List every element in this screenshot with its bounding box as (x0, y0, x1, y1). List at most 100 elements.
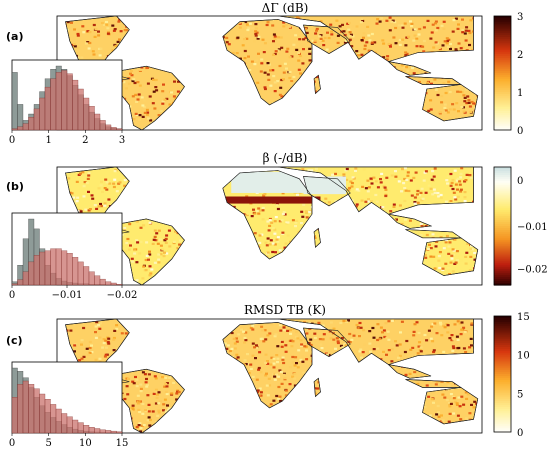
colorbar-segment (494, 416, 511, 420)
colorbar-segment (494, 103, 511, 106)
colorbar-segment (494, 21, 511, 25)
colorbar-segment (494, 200, 511, 203)
colorbar-segment (494, 29, 511, 32)
hist-bar-red (99, 278, 106, 286)
colorbar-segment (494, 27, 511, 30)
colorbar-frame (493, 315, 512, 433)
colorbar-segment (494, 188, 511, 192)
hist-bar-red (83, 425, 90, 434)
colorbar-segment (494, 44, 511, 47)
hist-bar-red (33, 108, 40, 131)
border-africa (222, 322, 313, 409)
inset-tick-label: 15 (116, 438, 129, 449)
colorbar-segment (494, 52, 511, 55)
colorbar-segment (494, 237, 511, 241)
colorbar-segment (494, 391, 511, 394)
colorbar-segment (494, 214, 511, 217)
colorbar-segment (494, 377, 511, 381)
panel-b: β (-/dB) 0 −0.01 −0.02 (b) 0 −0.01 −0.02 (0, 150, 550, 301)
colorbar-segment (494, 128, 511, 131)
hist-bar-red (44, 86, 51, 131)
colorbar-segment (494, 48, 511, 51)
colorbar-segment (494, 95, 511, 99)
colorbar-segment (494, 401, 511, 404)
border-africa (222, 19, 313, 106)
colorbar-segment (494, 283, 511, 286)
colorbar-segment (494, 374, 511, 377)
colorbar-segment (494, 379, 511, 383)
panel-a-inset: 0 1 2 3 (9, 59, 125, 146)
colorbar-segment (494, 319, 511, 323)
colorbar-segment (494, 327, 511, 331)
colorbar-segment (494, 192, 511, 196)
border-arabia (303, 176, 351, 207)
colorbar-segment (494, 424, 511, 427)
colorbar-segment (494, 54, 511, 57)
colorbar-segment (494, 368, 511, 371)
panel-c-svg: RMSD TB (K) 0 5 10 15 (c) 0 5 10 15 (6, 303, 530, 449)
colorbar-segment (494, 403, 511, 406)
colorbar-segment (494, 202, 511, 205)
colorbar-segment (494, 426, 511, 429)
border-asia (277, 318, 474, 365)
colorbar-segment (494, 124, 511, 127)
colorbar-segment (494, 422, 511, 425)
hist-bar-red (50, 248, 57, 286)
colorbar-segment (494, 227, 511, 231)
colorbar-frame (493, 166, 512, 286)
colorbar-segment (494, 372, 511, 375)
colorbar-segment (494, 243, 511, 247)
colorbar-segment (494, 275, 511, 278)
hist-bar-red (116, 128, 123, 131)
colorbar-segment (494, 36, 511, 40)
hist-bar-red (17, 279, 24, 286)
colorbar-segment (494, 269, 511, 272)
colorbar-segment (494, 59, 511, 63)
colorbar-segment (494, 375, 511, 379)
border-seasia (387, 364, 432, 379)
colorbar-segment (494, 174, 511, 178)
colorbar-segment (494, 57, 511, 61)
colorbar-segment (494, 167, 511, 170)
colorbar-segment (494, 42, 511, 46)
hist-bar-red (28, 261, 35, 286)
border-asia (277, 15, 474, 62)
colorbar-segment (494, 76, 511, 80)
hist-bar-red (11, 397, 18, 434)
border-arabia (303, 327, 351, 357)
colorbar-segment (494, 263, 511, 266)
hist-bar-red (94, 428, 101, 434)
colorbar-segment (494, 126, 511, 129)
colorbar-segment (494, 362, 511, 365)
colorbar-segment (494, 350, 511, 354)
land-masses (65, 318, 479, 434)
colorbar-segment (494, 235, 511, 239)
colorbar-segment (494, 50, 511, 53)
colorbar-tick-label: 3 (517, 12, 523, 23)
colorbar-segment (494, 267, 511, 270)
arabia-area (303, 176, 346, 195)
colorbar-segment (494, 325, 511, 329)
colorbar-segment (494, 25, 511, 28)
colorbar-segment (494, 194, 511, 198)
colorbar-segment (494, 208, 511, 211)
hist-bar-red (61, 250, 68, 286)
colorbar-tick-label: 5 (517, 389, 523, 400)
panel-a-colorbar: 0 1 2 3 (493, 12, 523, 137)
panel-b-inset: 0 −0.01 −0.02 (9, 212, 137, 301)
hist-bar-red (116, 284, 123, 286)
hist-bar-red (72, 419, 79, 434)
hist-bar-red (61, 70, 68, 131)
hist-bar-gray (17, 104, 24, 131)
colorbar-segment (494, 31, 511, 34)
colorbar-segment (494, 277, 511, 280)
hist-bar-red (99, 120, 106, 131)
colorbar-segment (494, 90, 511, 93)
hist-bar-red (61, 413, 68, 434)
hist-bar-red (39, 251, 46, 286)
colorbar-segment (494, 345, 511, 348)
colorbar-segment (494, 385, 511, 389)
colorbar-segment (494, 118, 511, 122)
colorbar-segment (494, 430, 511, 433)
colorbar-segment (494, 253, 511, 257)
